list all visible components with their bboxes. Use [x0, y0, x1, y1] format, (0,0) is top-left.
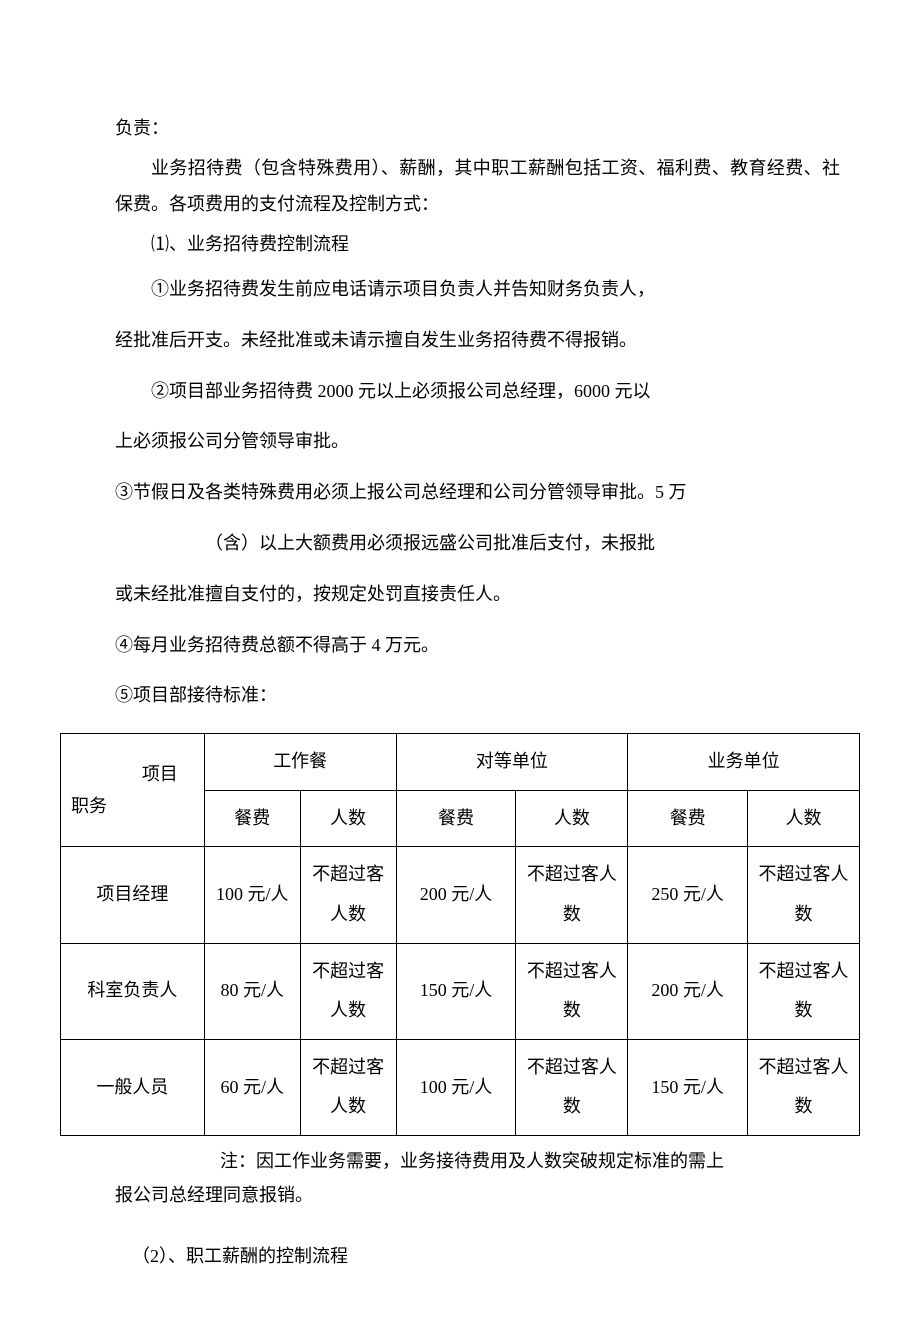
diag-label-bottom: 职务 [71, 790, 194, 822]
fee-cell: 100 元/人 [396, 1039, 516, 1135]
fee-cell: 150 元/人 [628, 1039, 748, 1135]
section-2-heading: （2）、职工薪酬的控制流程 [60, 1238, 860, 1274]
reception-standard-table: 项目 职务 工作餐 对等单位 业务单位 餐费 人数 餐费 人数 餐费 人数 项目… [60, 733, 860, 1136]
subhead-count: 人数 [516, 790, 628, 847]
para-rule-3b: （含）以上大额费用必须报远盛公司批准后支付，未报批 [115, 520, 840, 567]
fee-cell: 100 元/人 [204, 847, 300, 943]
table-row: 一般人员 60 元/人 不超过客人数 100 元/人 不超过客人数 150 元/… [61, 1039, 860, 1135]
subhead-fee: 餐费 [628, 790, 748, 847]
diag-label-top: 项目 [71, 758, 194, 790]
para-section-1: ⑴、业务招待费控制流程 [115, 226, 840, 262]
para-rule-3a: ③节假日及各类特殊费用必须上报公司总经理和公司分管领导审批。5 万 [115, 469, 840, 516]
count-cell: 不超过客人数 [300, 1039, 396, 1135]
subhead-count: 人数 [300, 790, 396, 847]
subhead-fee: 餐费 [204, 790, 300, 847]
document-body: 负责： 业务招待费（包含特殊费用）、薪酬，其中职工薪酬包括工资、福利费、教育经费… [60, 110, 860, 719]
count-cell: 不超过客人数 [748, 943, 860, 1039]
count-cell: 不超过客人数 [300, 943, 396, 1039]
col-header-work-meal: 工作餐 [204, 734, 396, 791]
table-header-row-1: 项目 职务 工作餐 对等单位 业务单位 [61, 734, 860, 791]
count-cell: 不超过客人数 [748, 847, 860, 943]
table-row: 项目经理 100 元/人 不超过客人数 200 元/人 不超过客人数 250 元… [61, 847, 860, 943]
table-note-line1: 注：因工作业务需要，业务接待费用及人数突破规定标准的需上 [60, 1144, 860, 1178]
col-header-peer-unit: 对等单位 [396, 734, 628, 791]
para-rule-5: ⑤项目部接待标准： [115, 672, 840, 719]
para-rule-2a: ②项目部业务招待费 2000 元以上必须报公司总经理，6000 元以 [115, 368, 840, 415]
role-cell: 科室负责人 [61, 943, 205, 1039]
subhead-fee: 餐费 [396, 790, 516, 847]
fee-cell: 200 元/人 [396, 847, 516, 943]
para-rule-1b: 经批准后开支。未经批准或未请示擅自发生业务招待费不得报销。 [115, 317, 840, 364]
role-cell: 一般人员 [61, 1039, 205, 1135]
count-cell: 不超过客人数 [516, 943, 628, 1039]
table-row: 科室负责人 80 元/人 不超过客人数 150 元/人 不超过客人数 200 元… [61, 943, 860, 1039]
subhead-count: 人数 [748, 790, 860, 847]
diagonal-header: 项目 职务 [61, 734, 205, 847]
para-rule-3c: 或未经批准擅自支付的，按规定处罚直接责任人。 [115, 571, 840, 618]
count-cell: 不超过客人数 [516, 847, 628, 943]
table-note-line2: 报公司总经理同意报销。 [60, 1178, 860, 1212]
count-cell: 不超过客人数 [516, 1039, 628, 1135]
fee-cell: 200 元/人 [628, 943, 748, 1039]
fee-cell: 250 元/人 [628, 847, 748, 943]
count-cell: 不超过客人数 [300, 847, 396, 943]
para-responsible: 负责： [115, 110, 840, 146]
para-intro: 业务招待费（包含特殊费用）、薪酬，其中职工薪酬包括工资、福利费、教育经费、社保费… [115, 150, 840, 222]
count-cell: 不超过客人数 [748, 1039, 860, 1135]
fee-cell: 60 元/人 [204, 1039, 300, 1135]
fee-cell: 150 元/人 [396, 943, 516, 1039]
para-rule-2b: 上必须报公司分管领导审批。 [115, 418, 840, 465]
para-rule-1a: ①业务招待费发生前应电话请示项目负责人并告知财务负责人， [115, 266, 840, 313]
col-header-business-unit: 业务单位 [628, 734, 860, 791]
role-cell: 项目经理 [61, 847, 205, 943]
fee-cell: 80 元/人 [204, 943, 300, 1039]
para-rule-4: ④每月业务招待费总额不得高于 4 万元。 [115, 622, 840, 669]
